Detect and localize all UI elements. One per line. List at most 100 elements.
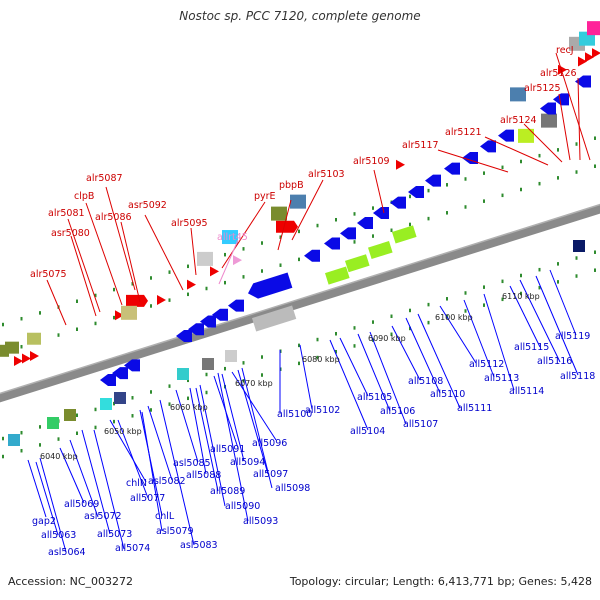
reverse-gene[interactable] bbox=[324, 237, 340, 250]
reverse-gene-label[interactable]: all5111 bbox=[457, 403, 492, 414]
reverse-gene-label[interactable]: all5118 bbox=[560, 371, 595, 382]
forward-gene-label[interactable]: alr5121 bbox=[445, 127, 482, 138]
reverse-gene[interactable] bbox=[408, 186, 424, 199]
reverse-gene-label[interactable]: all5069 bbox=[64, 499, 99, 510]
reverse-gene[interactable] bbox=[540, 102, 556, 115]
forward-gene[interactable] bbox=[592, 48, 600, 59]
reverse-gene[interactable] bbox=[188, 323, 204, 336]
reverse-gene[interactable] bbox=[373, 207, 389, 220]
reverse-gene[interactable] bbox=[112, 367, 128, 380]
forward-gene-label[interactable]: alr5125 bbox=[524, 83, 561, 94]
forward-gene[interactable] bbox=[578, 56, 587, 67]
forward-gene[interactable] bbox=[0, 344, 9, 357]
reverse-gene-label[interactable]: all5088 bbox=[186, 470, 221, 481]
forward-gene-label[interactable]: recJ bbox=[556, 45, 574, 56]
reverse-gene[interactable] bbox=[340, 227, 356, 240]
reverse-gene-label[interactable]: all5074 bbox=[115, 543, 150, 554]
forward-gene-label[interactable]: alr5117 bbox=[402, 140, 439, 151]
forward-gene[interactable] bbox=[22, 353, 31, 364]
feature-box[interactable] bbox=[290, 194, 306, 209]
lower-feature-box[interactable] bbox=[100, 398, 112, 410]
reverse-gene[interactable] bbox=[425, 174, 441, 187]
lower-feature-box[interactable] bbox=[177, 368, 189, 380]
reverse-gene-label[interactable]: all5106 bbox=[380, 406, 415, 417]
reverse-gene[interactable] bbox=[357, 217, 373, 230]
forward-gene[interactable] bbox=[233, 255, 242, 266]
forward-gene-label[interactable]: clpB bbox=[74, 191, 94, 202]
reverse-gene-label[interactable]: asl5064 bbox=[48, 547, 86, 558]
reverse-gene-label[interactable]: all5073 bbox=[97, 529, 132, 540]
reverse-gene-label[interactable]: all5089 bbox=[210, 486, 245, 497]
reverse-gene-label[interactable]: asl5082 bbox=[148, 476, 186, 487]
reverse-gene[interactable] bbox=[176, 330, 192, 343]
reverse-gene-label[interactable]: chlL bbox=[155, 511, 175, 522]
reverse-gene[interactable] bbox=[228, 299, 244, 312]
forward-gene[interactable] bbox=[210, 266, 219, 277]
forward-gene-label[interactable]: asr5092 bbox=[128, 200, 167, 211]
rna-gene[interactable] bbox=[345, 254, 370, 273]
reverse-gene-label[interactable]: asl5085 bbox=[173, 458, 211, 469]
reverse-gene-long[interactable] bbox=[246, 272, 293, 301]
forward-gene-label[interactable]: alr5086 bbox=[95, 212, 132, 223]
lower-feature-box[interactable] bbox=[202, 358, 214, 370]
reverse-gene[interactable] bbox=[444, 162, 460, 175]
grey-gene[interactable] bbox=[251, 305, 297, 332]
feature-box[interactable] bbox=[121, 305, 137, 320]
reverse-gene-label[interactable]: all5116 bbox=[537, 356, 572, 367]
reverse-gene-label[interactable]: all5094 bbox=[230, 457, 265, 468]
feature-box[interactable] bbox=[541, 113, 557, 128]
reverse-gene-label[interactable]: all5104 bbox=[350, 426, 385, 437]
forward-gene-label[interactable]: alr5103 bbox=[308, 169, 345, 180]
reverse-gene-label[interactable]: asl5083 bbox=[180, 540, 218, 551]
reverse-gene-label[interactable]: all5108 bbox=[408, 376, 443, 387]
reverse-gene[interactable] bbox=[390, 196, 406, 209]
reverse-gene-label[interactable]: all5105 bbox=[357, 392, 392, 403]
lower-feature-box[interactable] bbox=[114, 392, 126, 404]
feature-box[interactable] bbox=[510, 87, 526, 102]
forward-gene-label[interactable]: alr5075 bbox=[30, 269, 67, 280]
reverse-gene[interactable] bbox=[200, 315, 216, 328]
forward-gene[interactable] bbox=[115, 310, 124, 321]
rna-gene-label[interactable]: allrt45 bbox=[217, 232, 248, 243]
reverse-gene-label[interactable]: asl5072 bbox=[84, 511, 122, 522]
reverse-gene-label[interactable]: asl5079 bbox=[156, 526, 194, 537]
forward-gene[interactable] bbox=[157, 295, 166, 306]
lower-feature-box[interactable] bbox=[64, 409, 76, 421]
reverse-gene-label[interactable]: all5097 bbox=[253, 469, 288, 480]
forward-gene[interactable] bbox=[126, 294, 148, 307]
lower-feature-box[interactable] bbox=[47, 417, 59, 429]
feature-box[interactable] bbox=[587, 21, 600, 36]
reverse-gene[interactable] bbox=[498, 129, 514, 142]
reverse-gene[interactable] bbox=[124, 359, 140, 372]
forward-gene[interactable] bbox=[276, 220, 298, 233]
lower-feature-box[interactable] bbox=[8, 434, 20, 446]
forward-gene-label[interactable]: pyrE bbox=[254, 191, 276, 202]
reverse-gene-label[interactable]: all5107 bbox=[403, 419, 438, 430]
forward-gene[interactable] bbox=[585, 52, 594, 63]
forward-gene-label[interactable]: alr5081 bbox=[48, 208, 85, 219]
reverse-gene-label[interactable]: all5115 bbox=[514, 342, 549, 353]
rna-gene[interactable] bbox=[392, 225, 417, 244]
reverse-gene[interactable] bbox=[304, 249, 320, 262]
forward-gene-label[interactable]: alr5109 bbox=[353, 156, 390, 167]
reverse-gene-label[interactable]: all5113 bbox=[484, 373, 519, 384]
feature-box[interactable] bbox=[222, 230, 238, 245]
forward-gene[interactable] bbox=[187, 279, 196, 290]
reverse-gene-label[interactable]: all5096 bbox=[252, 438, 287, 449]
forward-gene-label[interactable]: pbpB bbox=[279, 180, 304, 191]
reverse-gene[interactable] bbox=[553, 93, 569, 106]
reverse-gene[interactable] bbox=[100, 373, 116, 386]
reverse-gene-label[interactable]: all5063 bbox=[41, 530, 76, 541]
reverse-gene-label[interactable]: all5098 bbox=[275, 483, 310, 494]
reverse-gene[interactable] bbox=[212, 308, 228, 321]
forward-gene[interactable] bbox=[5, 341, 19, 354]
reverse-gene-label[interactable]: chlN bbox=[126, 478, 147, 489]
reverse-gene-label[interactable]: all5090 bbox=[225, 501, 260, 512]
forward-gene[interactable] bbox=[30, 350, 39, 361]
feature-box[interactable] bbox=[579, 31, 595, 46]
rna-gene[interactable] bbox=[325, 266, 350, 285]
reverse-gene[interactable] bbox=[575, 75, 591, 88]
feature-box[interactable] bbox=[197, 251, 213, 266]
reverse-gene-label[interactable]: all5112 bbox=[469, 359, 504, 370]
reverse-gene-label[interactable]: all5100 bbox=[277, 409, 312, 420]
